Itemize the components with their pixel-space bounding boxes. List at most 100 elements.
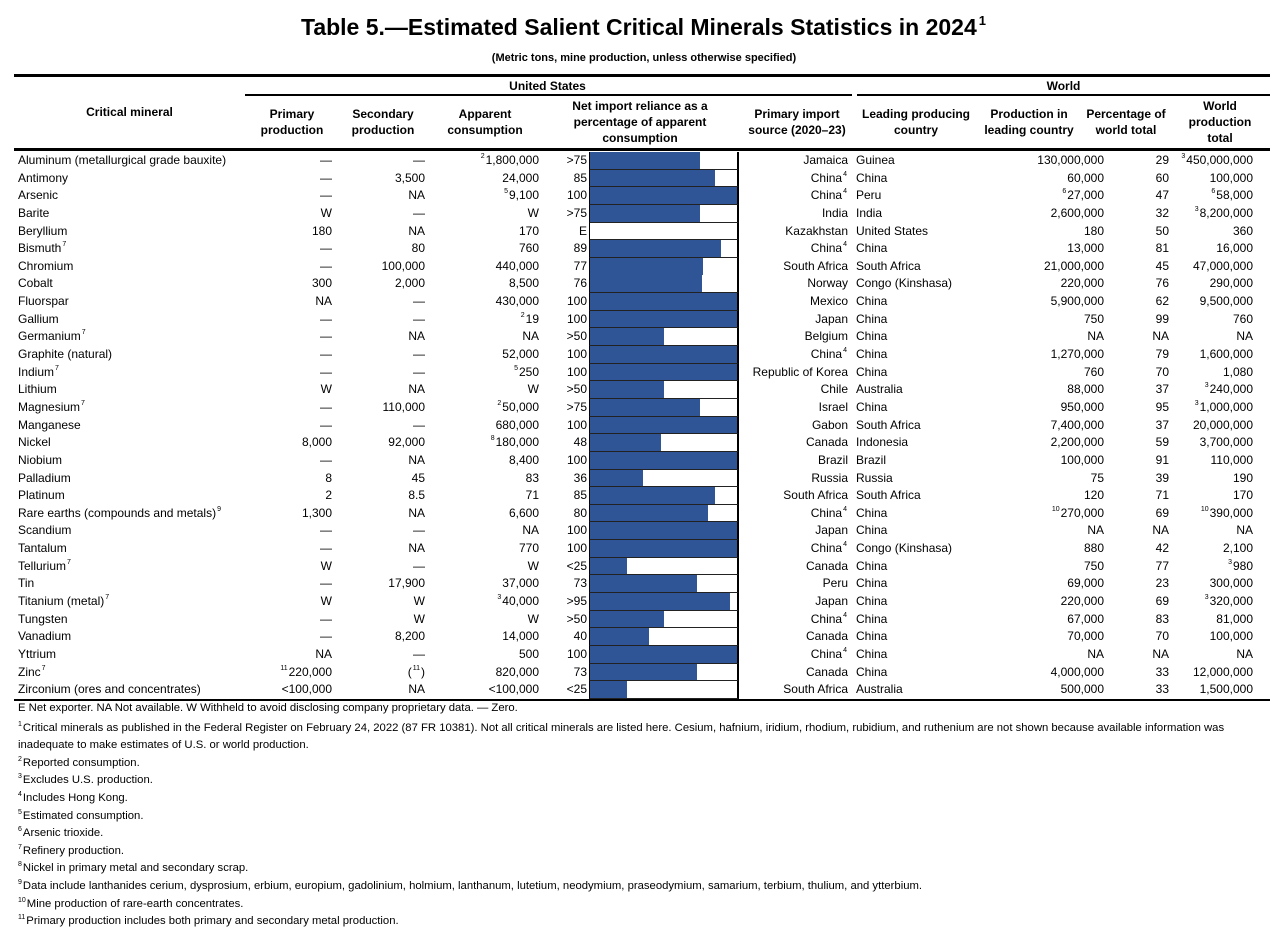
table-row: Niobium — NA 8,400 100 Brazil Brazil 100,000 91 1… <box>14 451 1253 470</box>
percentage-of-world-total: 59 <box>1155 435 1169 450</box>
cell-text: 1,000,000 <box>1199 399 1253 414</box>
primary-production: — <box>245 346 334 364</box>
cell-text: Jamaica <box>803 153 848 167</box>
net-import-reliance-bar <box>589 416 739 435</box>
cell-text: 50,000 <box>502 399 539 414</box>
cell-text: 100,000 <box>381 258 425 273</box>
cell-text: 100,000 <box>1060 452 1104 467</box>
cell-text: 8,000 <box>301 435 332 450</box>
production-in-leading-country: 4,000,000 <box>969 664 1104 682</box>
cell-text: 1,800,000 <box>485 153 539 167</box>
primary-import-source: Jamaica <box>739 152 852 170</box>
cell-text: China <box>810 611 843 626</box>
page-title: Table 5.—Estimated Salient Critical Mine… <box>0 14 1288 41</box>
footnote-text: Refinery production. <box>22 844 125 857</box>
world-production-total: 10390,000 <box>1169 505 1253 523</box>
table-row: Cobalt 300 2,000 8,500 76 Norway Congo (Kinsha… <box>14 275 1253 294</box>
cell-text: NA <box>1236 329 1253 344</box>
footnote-number: 3 <box>18 773 22 781</box>
cell-text: 220,000 <box>288 664 332 679</box>
primary-import-source: China4 <box>739 346 852 364</box>
net-import-reliance-bar <box>589 310 739 329</box>
net-import-reliance: 100 <box>566 188 587 203</box>
primary-import-source: Chile <box>739 381 852 399</box>
cell-text: 60,000 <box>1067 170 1104 185</box>
cell-text: Yttrium <box>18 646 57 661</box>
cell-text: — <box>320 417 332 432</box>
leading-producing-country: Guinea <box>856 153 895 167</box>
footnote: 1Critical minerals as published in the F… <box>18 720 1268 755</box>
footnote-ref: 11 <box>412 664 420 672</box>
mineral-name: Tellurium7 <box>14 558 245 576</box>
cell-text: 3,500 <box>394 170 425 185</box>
primary-production: 8 <box>245 470 334 488</box>
primary-import-source: Canada <box>739 434 852 452</box>
primary-production: — <box>245 399 334 417</box>
table-row: Palladium 8 45 83 36 Russia Russia 75 39 190 <box>14 469 1253 488</box>
cell-text: Belgium <box>804 329 848 344</box>
production-in-leading-country: 7,400,000 <box>969 417 1104 435</box>
cell-text: 8,500 <box>508 276 539 291</box>
cell-text: 220,000 <box>1060 276 1104 291</box>
world-production-total: 300,000 <box>1169 575 1253 593</box>
cell-text: China <box>810 541 843 556</box>
cell-text: Manganese <box>18 417 81 432</box>
net-import-reliance-bar <box>589 645 739 664</box>
mineral-name: Fluorspar <box>14 293 245 311</box>
net-import-reliance-bar-fill <box>590 310 737 328</box>
net-import-reliance-bar <box>589 187 739 205</box>
cell-text: NA <box>408 188 425 203</box>
mineral-name: Aluminum (metallurgical grade bauxite) <box>14 152 245 170</box>
cell-text: — <box>320 523 332 538</box>
cell-text: Tungsten <box>18 611 68 626</box>
table-row: Germanium7 — NA NA >50 Belgium China NA NA NA <box>14 328 1253 347</box>
net-import-reliance: 73 <box>573 664 587 679</box>
cell-text: ( <box>407 664 412 679</box>
net-import-reliance: 100 <box>566 646 587 661</box>
footnote-number: 4 <box>18 790 22 798</box>
cell-text: 320,000 <box>1209 594 1253 609</box>
group-header-world: World <box>1046 79 1081 93</box>
net-import-reliance: <25 <box>566 682 587 697</box>
cell-text: Russia <box>811 470 848 485</box>
cell-text: 180 <box>311 223 332 238</box>
secondary-production: 17,900 <box>334 575 427 593</box>
cell-text: 170 <box>518 223 539 238</box>
leading-producing-country: India <box>856 205 883 220</box>
footnote-ref: 10 <box>1051 505 1060 513</box>
cell-text: China <box>810 170 843 185</box>
cell-text: 1,270,000 <box>1050 347 1104 362</box>
leading-producing-country: China <box>856 523 888 538</box>
cell-text: 180 <box>1083 223 1104 238</box>
cell-text: NA <box>1087 329 1104 344</box>
cell-text: Gabon <box>811 417 848 432</box>
cell-text: 430,000 <box>495 294 539 309</box>
world-production-total: 16,000 <box>1169 240 1253 258</box>
primary-production: — <box>245 540 334 558</box>
table-row: Antimony —3,500 24,000 85 China4 China 60,000 6… <box>14 169 1253 188</box>
footnote-ref: 2 <box>497 399 502 407</box>
footnote-ref: 4 <box>843 505 847 513</box>
table-row: Rare earths (compounds and metals)9 1,300… <box>14 504 1253 523</box>
cell-text: South Africa <box>783 488 848 503</box>
cell-text: 300,000 <box>1209 576 1253 591</box>
leading-producing-country: Peru <box>856 188 882 203</box>
leading-producing-country: China <box>856 347 888 362</box>
leading-producing-country: China <box>856 576 888 591</box>
apparent-consumption: W <box>427 205 541 223</box>
cell-text: Bismuth <box>18 241 62 256</box>
percentage-of-world-total: 33 <box>1155 664 1169 679</box>
production-in-leading-country: 75 <box>969 470 1104 488</box>
secondary-production: — <box>334 311 427 329</box>
table-row: Fluorspar NA — 430,000 100 Mexico China 5,900,0… <box>14 293 1253 311</box>
footnote: 10Mine production of rare-earth concentr… <box>18 896 1268 914</box>
cell-text: 67,000 <box>1067 611 1104 626</box>
net-import-reliance: 85 <box>573 170 587 185</box>
cell-text: Antimony <box>18 170 69 185</box>
cell-text: Aluminum (metallurgical grade bauxite) <box>18 153 227 167</box>
table-row: Tin — 17,900 37,000 73 Peru China 69,000 23 300,0… <box>14 575 1253 594</box>
cell-text: 500,000 <box>1060 682 1104 697</box>
primary-production: — <box>245 240 334 258</box>
net-import-reliance: 100 <box>566 417 587 432</box>
apparent-consumption: W <box>427 611 541 629</box>
